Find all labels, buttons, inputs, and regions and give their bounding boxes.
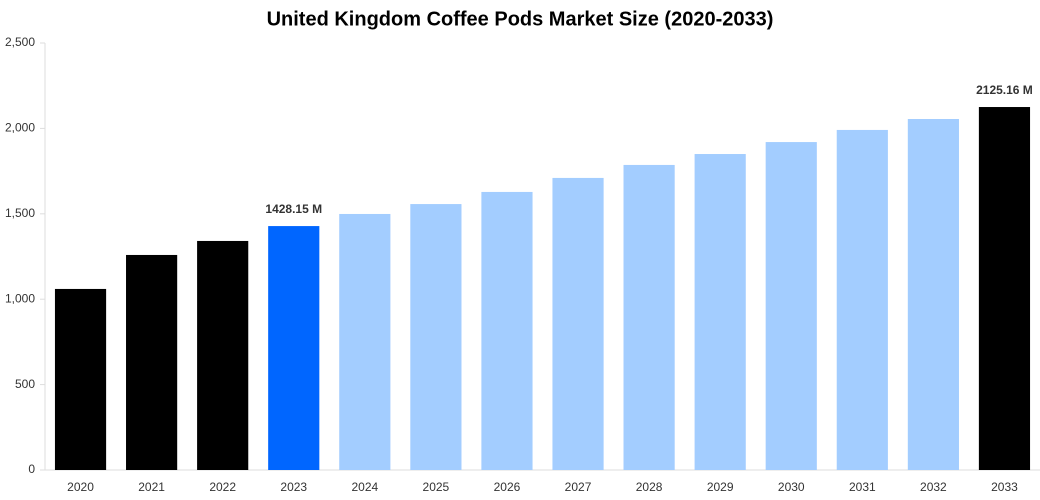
bar [552,177,604,470]
x-tick-label: 2021 [138,480,165,494]
value-label: 2125.16 M [976,83,1033,97]
bar [481,191,533,470]
x-tick-label: 2032 [920,480,947,494]
bar [765,142,817,470]
y-tick-label: 1,500 [5,206,35,220]
x-tick-label: 2025 [423,480,450,494]
bar [978,107,1031,470]
bar [339,213,391,470]
bar [623,164,675,470]
y-tick-label: 2,500 [5,35,35,49]
bar [197,240,249,470]
x-tick-label: 2026 [494,480,521,494]
y-tick-label: 0 [28,462,35,476]
x-tick-label: 2020 [67,480,94,494]
bar [694,154,746,470]
bar [268,226,320,470]
y-tick-label: 500 [15,377,35,391]
x-tick-label: 2029 [707,480,734,494]
value-label: 1428.15 M [265,202,322,216]
x-tick-label: 2023 [280,480,307,494]
x-tick-label: 2027 [565,480,592,494]
x-tick-label: 2031 [849,480,876,494]
bar [126,254,178,470]
bar [410,204,462,471]
x-tick-label: 2022 [209,480,236,494]
bar [836,129,888,470]
y-tick-label: 2,000 [5,121,35,135]
x-tick-label: 2028 [636,480,663,494]
y-tick-label: 1,000 [5,291,35,305]
chart-title: United Kingdom Coffee Pods Market Size (… [267,8,774,30]
bar [907,119,959,471]
x-tick-label: 2024 [351,480,378,494]
x-tick-label: 2030 [778,480,805,494]
x-tick-label: 2033 [991,480,1018,494]
bar [54,288,107,470]
